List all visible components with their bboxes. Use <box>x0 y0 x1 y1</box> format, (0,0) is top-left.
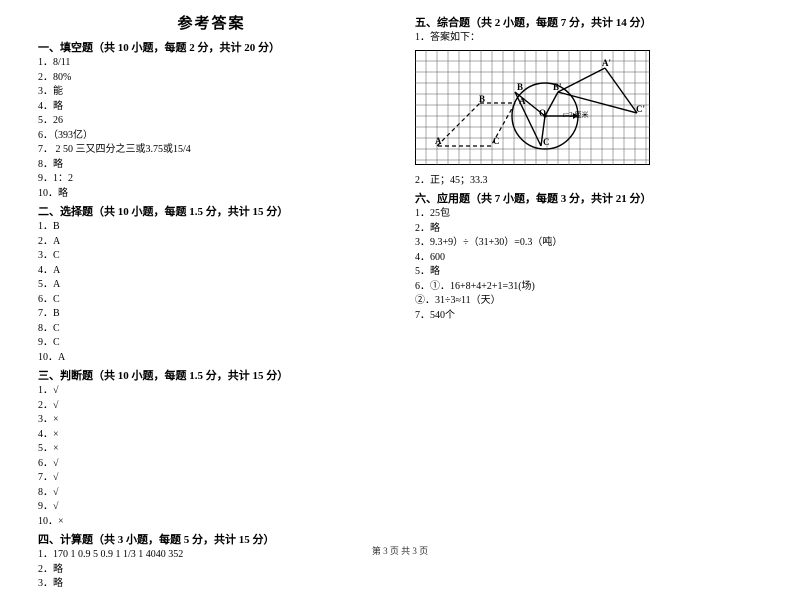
answer-line: 9．C <box>38 336 385 351</box>
answer-line: 4．略 <box>38 100 385 115</box>
svg-text:B': B' <box>553 82 562 92</box>
answer-line: 2．正；45；33.3 <box>415 174 762 189</box>
svg-text:B: B <box>479 94 485 104</box>
answer-line: 3．略 <box>38 577 385 592</box>
answer-line: 7． 2 50 三又四分之三或3.75或15/4 <box>38 143 385 158</box>
answer-line: 1．25包 <box>415 207 762 222</box>
answer-line: 5．略 <box>415 265 762 280</box>
answer-line: 5．A <box>38 278 385 293</box>
answer-line: 7．√ <box>38 471 385 486</box>
section-6-heading: 六、应用题（共 7 小题，每题 3 分，共计 21 分） <box>415 190 762 206</box>
svg-text:C': C' <box>636 104 645 114</box>
answer-line: 2．80% <box>38 71 385 86</box>
svg-text:A: A <box>435 136 442 146</box>
answer-line: 6．①．16+8+4+2+1=31(场) <box>415 280 762 295</box>
page: 参考答案 一、填空题（共 10 小题，每题 2 分，共计 20 分） 1．8/1… <box>0 0 800 565</box>
svg-text:C: C <box>493 136 500 146</box>
answer-line: 10．A <box>38 351 385 366</box>
svg-text:C: C <box>543 137 550 147</box>
answer-line: 7．B <box>38 307 385 322</box>
answer-line: 6．（393亿） <box>38 129 385 144</box>
answer-line: 5．26 <box>38 114 385 129</box>
answer-line: 3．能 <box>38 85 385 100</box>
right-column: 五、综合题（共 2 小题，每题 7 分，共计 14 分） 1．答案如下： A' B… <box>415 12 762 565</box>
answer-line: 9．1：2 <box>38 172 385 187</box>
answer-line: 10．略 <box>38 187 385 202</box>
svg-text:A: A <box>519 96 526 106</box>
answer-line: 2．√ <box>38 399 385 414</box>
section-3-heading: 三、判断题（共 10 小题，每题 1.5 分，共计 15 分） <box>38 367 385 383</box>
section-5-heading: 五、综合题（共 2 小题，每题 7 分，共计 14 分） <box>415 14 762 30</box>
answer-line: 3．9.3+9）÷（31+30）=0.3（吨） <box>415 236 762 251</box>
section-2-heading: 二、选择题（共 10 小题，每题 1.5 分，共计 15 分） <box>38 203 385 219</box>
left-column: 参考答案 一、填空题（共 10 小题，每题 2 分，共计 20 分） 1．8/1… <box>38 12 385 565</box>
answer-line: 7．540个 <box>415 309 762 324</box>
svg-text:O: O <box>539 108 546 118</box>
answer-line: 1．答案如下： <box>415 31 762 46</box>
page-footer: 第 3 页 共 3 页 <box>0 544 800 557</box>
answer-line: 4．A <box>38 264 385 279</box>
answer-line: 1．√ <box>38 384 385 399</box>
answer-line: 1．8/11 <box>38 56 385 71</box>
answer-line: 2．A <box>38 235 385 250</box>
answer-line: ②．31÷3≈11（天） <box>415 294 762 309</box>
answer-line: 4．× <box>38 428 385 443</box>
answer-line: 1．B <box>38 220 385 235</box>
answer-line: 3．C <box>38 249 385 264</box>
answer-line: 2．略 <box>415 222 762 237</box>
answer-line: 8．√ <box>38 486 385 501</box>
answer-line: 6．C <box>38 293 385 308</box>
svg-text:B: B <box>517 82 523 92</box>
answer-line: 10．× <box>38 515 385 530</box>
answer-line: 3．× <box>38 413 385 428</box>
answer-line: 5．× <box>38 442 385 457</box>
section-1-heading: 一、填空题（共 10 小题，每题 2 分，共计 20 分） <box>38 39 385 55</box>
answer-line: 9．√ <box>38 500 385 515</box>
svg-text:r=3 厘米: r=3 厘米 <box>563 110 589 119</box>
answer-line: 6．√ <box>38 457 385 472</box>
page-title: 参考答案 <box>38 12 385 33</box>
answer-line: 8．C <box>38 322 385 337</box>
geometry-figure: A'BB'C'BAOr=3 厘米ACC <box>415 50 650 165</box>
svg-text:A': A' <box>602 58 611 68</box>
answer-line: 8．略 <box>38 158 385 173</box>
answer-line: 4．600 <box>415 251 762 266</box>
